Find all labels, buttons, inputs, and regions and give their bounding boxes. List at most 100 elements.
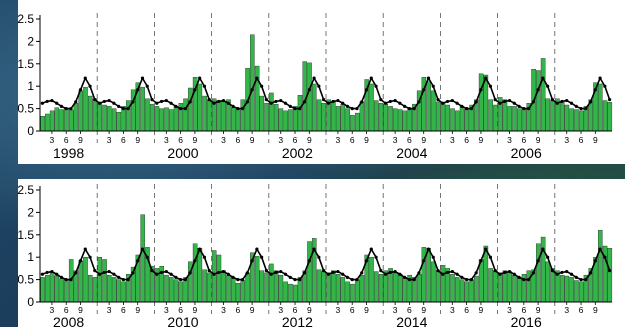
line-point <box>283 101 288 105</box>
line-point <box>441 101 445 105</box>
year-label: 2016 <box>511 314 542 327</box>
bar <box>278 108 284 132</box>
line-point <box>231 104 235 108</box>
line-point <box>69 278 73 282</box>
bar <box>350 283 355 303</box>
line-point <box>174 275 178 279</box>
line-point <box>350 107 354 111</box>
bar <box>159 108 165 132</box>
line-point <box>207 98 211 102</box>
line-point <box>526 278 531 282</box>
month-tick-label: 9 <box>78 305 83 315</box>
line-point <box>455 272 459 276</box>
line-point <box>117 275 121 279</box>
line-point <box>393 98 397 103</box>
bar <box>359 274 365 303</box>
line-point <box>517 275 521 279</box>
line-point <box>569 101 574 105</box>
bar <box>459 279 465 303</box>
bar <box>188 87 193 132</box>
bar <box>59 278 64 303</box>
month-tick-label: 3 <box>507 305 512 315</box>
month-tick-label: 9 <box>479 135 484 145</box>
line-point <box>169 272 173 276</box>
bar <box>426 248 431 303</box>
line-point <box>507 269 512 274</box>
bar <box>173 106 179 132</box>
line-point <box>593 259 597 263</box>
line-point <box>422 88 426 92</box>
line-point <box>245 271 249 275</box>
line-point <box>541 247 545 251</box>
bar <box>288 109 293 132</box>
bar <box>297 94 303 132</box>
bar <box>507 271 512 303</box>
month-tick-label: 6 <box>293 305 298 315</box>
bar <box>111 108 117 132</box>
line-point <box>355 107 359 111</box>
line-point <box>121 278 126 282</box>
bar <box>140 214 145 303</box>
line-point <box>465 107 469 111</box>
month-tick-label: 9 <box>307 135 312 145</box>
line-point <box>260 84 264 88</box>
line-point <box>126 107 130 111</box>
month-tick-label: 3 <box>393 135 398 145</box>
bar <box>207 272 212 303</box>
line-point <box>407 278 412 282</box>
bar <box>273 103 279 132</box>
line-point <box>608 269 612 273</box>
bar <box>497 272 503 303</box>
line-point <box>131 271 135 275</box>
line-point <box>565 98 569 103</box>
bar <box>488 268 493 303</box>
line-point <box>336 269 340 274</box>
line-point <box>159 270 164 275</box>
line-point <box>193 88 197 92</box>
line-point <box>69 107 73 111</box>
bar <box>240 99 246 132</box>
line-point <box>512 101 516 105</box>
line-point <box>584 278 588 282</box>
line-point <box>298 278 302 282</box>
bar <box>397 109 403 132</box>
bar <box>598 230 603 303</box>
plot-panel <box>18 0 625 164</box>
bar <box>292 284 298 303</box>
line-point <box>407 107 412 111</box>
bar <box>569 277 574 303</box>
bar <box>59 109 64 132</box>
bar <box>240 280 246 303</box>
line-point <box>350 278 354 282</box>
bar <box>564 104 570 132</box>
line-point <box>383 272 388 276</box>
line-point <box>398 101 402 105</box>
line-point <box>503 270 507 275</box>
line-point <box>541 76 545 80</box>
bar <box>183 98 188 132</box>
line-point <box>112 272 116 276</box>
month-tick-label: 6 <box>464 305 469 315</box>
line-point <box>226 272 230 276</box>
bar <box>373 271 379 303</box>
climatology-markers <box>40 247 612 282</box>
line-point <box>202 84 207 88</box>
bar <box>383 103 389 132</box>
month-tick-label: 6 <box>178 135 183 145</box>
line-point <box>336 98 340 103</box>
y-tick-label: 2 <box>27 205 34 219</box>
line-point <box>78 88 83 92</box>
line-point <box>97 272 102 276</box>
line-point <box>431 84 435 88</box>
line-point <box>283 272 288 276</box>
line-point <box>307 259 311 263</box>
bar <box>459 106 465 132</box>
line-point <box>364 259 369 263</box>
line-point <box>136 259 140 263</box>
month-tick-label: 9 <box>307 305 312 315</box>
month-tick-label: 3 <box>164 135 169 145</box>
bar <box>107 106 112 132</box>
bar <box>455 277 460 303</box>
year-label: 2000 <box>167 145 198 161</box>
bar <box>40 277 45 303</box>
